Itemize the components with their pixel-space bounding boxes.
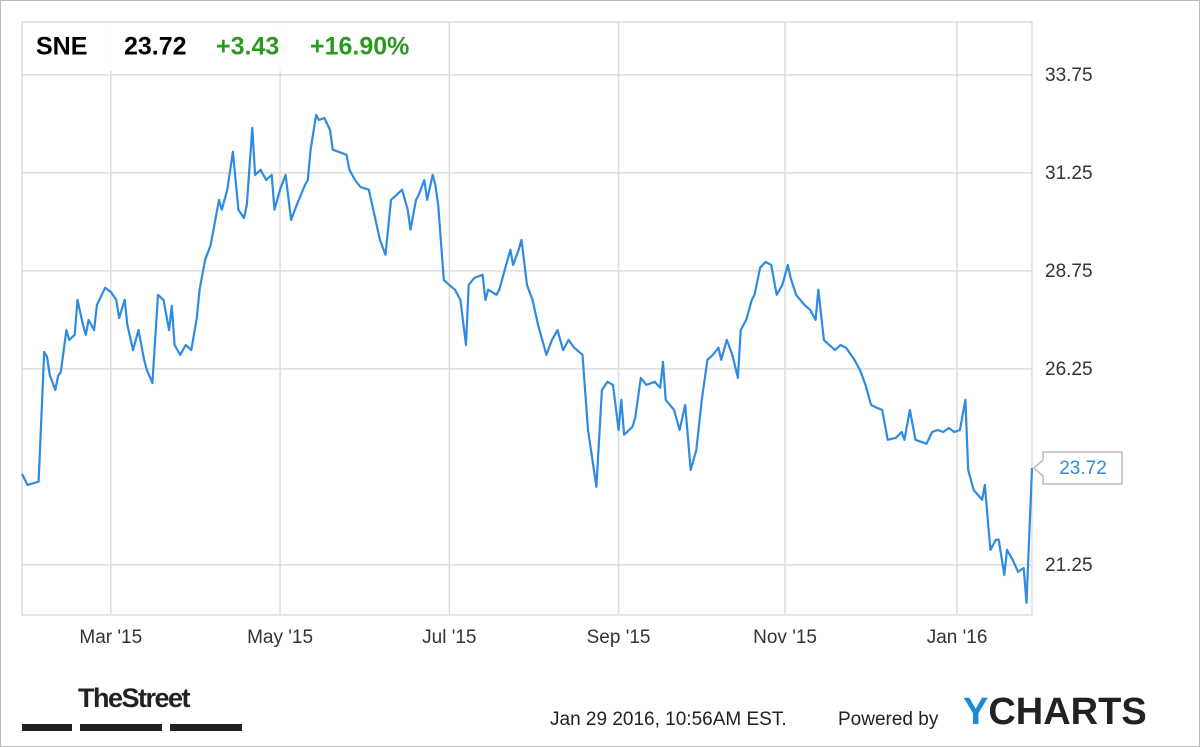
percent-change: +16.90%: [310, 33, 409, 61]
logo-bar: [80, 724, 162, 731]
x-tick-label: May '15: [247, 627, 313, 648]
header-box: [23, 23, 448, 71]
logo-bar: [22, 724, 72, 731]
last-value-label: 23.72: [1059, 458, 1107, 479]
plot-area: [21, 21, 1033, 616]
ycharts-logo: YCHARTS: [963, 691, 1147, 733]
timestamp: Jan 29 2016, 10:56AM EST.: [550, 709, 787, 730]
price-line: [21, 113, 1034, 604]
x-tick-label: Sep '15: [587, 627, 651, 648]
thestreet-logo: TheStreet: [78, 683, 191, 713]
powered-by: Powered by: [838, 709, 939, 730]
y-tick-label: 21.25: [1045, 555, 1093, 576]
x-tick-label: Nov '15: [753, 627, 817, 648]
x-tick-label: Mar '15: [79, 627, 142, 648]
y-tick-label: 28.75: [1045, 261, 1093, 282]
logo-bar: [170, 724, 242, 731]
price: 23.72: [124, 33, 187, 61]
symbol: SNE: [36, 33, 87, 61]
y-tick-label: 33.75: [1045, 65, 1093, 86]
change: +3.43: [216, 33, 279, 61]
y-tick-label: 31.25: [1045, 163, 1093, 184]
x-tick-label: Jul '15: [422, 627, 476, 648]
y-tick-label: 26.25: [1045, 359, 1093, 380]
last-value-box: [1032, 451, 1123, 485]
x-tick-label: Jan '16: [927, 627, 988, 648]
